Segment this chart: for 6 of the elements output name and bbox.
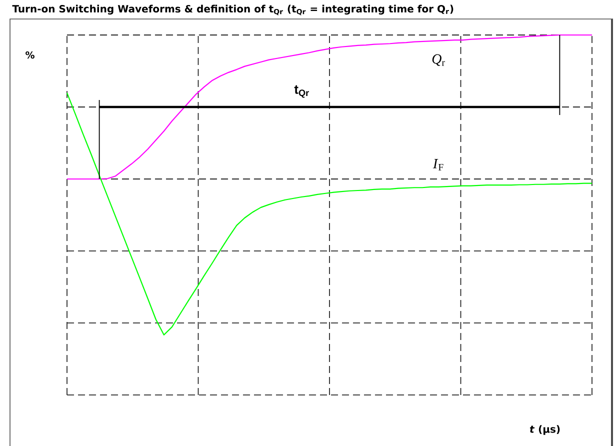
y-axis-title: %	[26, 51, 34, 59]
x-axis-title: t (µs)	[530, 425, 560, 435]
series-label: I$_{F}$	[432, 159, 444, 170]
chart-title: Turn-on Switching Waveforms & definition of t$_{Qr}$ (t$_{Qr}$ = integrating time for Q$_{r}$)	[12, 4, 454, 16]
series-label: Q$_{r}$	[432, 54, 445, 66]
annotation: t$_{Qr}$	[294, 85, 309, 98]
